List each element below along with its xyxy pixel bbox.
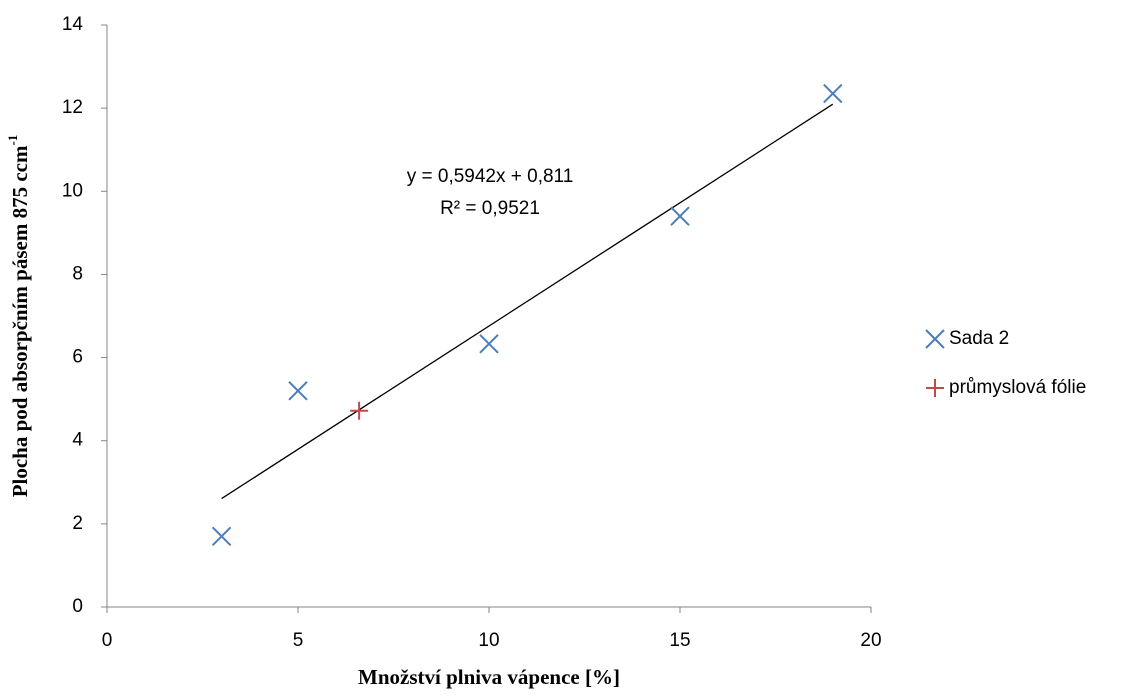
y-tick-label: 6 (72, 347, 83, 368)
legend-label: Sada 2 (949, 328, 1009, 349)
y-axis-title: Plocha pod absorpčním pásem 875 ccm-1 (5, 135, 32, 498)
data-point (823, 83, 843, 104)
y-axis-title-superscript: -1 (5, 135, 20, 146)
x-tick-label: 15 (669, 630, 690, 651)
y-tick-label: 2 (72, 513, 83, 534)
trend-equation: y = 0,5942x + 0,811 (407, 166, 574, 187)
trend-r-squared: R² = 0,9521 (440, 198, 540, 219)
data-point (479, 334, 499, 354)
data-point (350, 401, 369, 420)
x-tick-label: 10 (478, 630, 499, 651)
legend-marker (925, 329, 945, 349)
x-tick-label: 0 (102, 630, 113, 651)
y-axis-title-main: Plocha pod absorpčním pásem 875 ccm (8, 145, 32, 497)
legend-marker (926, 379, 944, 397)
trendline (221, 103, 834, 500)
y-tick-label: 8 (72, 263, 83, 284)
legend-label: průmyslová fólie (949, 377, 1086, 398)
x-axis-title: Množství plniva vápence [%] (358, 665, 620, 689)
data-point (670, 206, 690, 226)
y-tick-label: 12 (62, 97, 83, 118)
y-tick-label: 10 (62, 180, 83, 201)
x-tick-label: 20 (860, 630, 881, 651)
y-tick-label: 14 (62, 14, 84, 35)
data-point (211, 526, 232, 547)
y-tick-label: 4 (72, 430, 83, 451)
x-tick-label: 5 (293, 630, 304, 651)
y-tick-label: 0 (72, 596, 83, 617)
data-point (288, 381, 308, 401)
